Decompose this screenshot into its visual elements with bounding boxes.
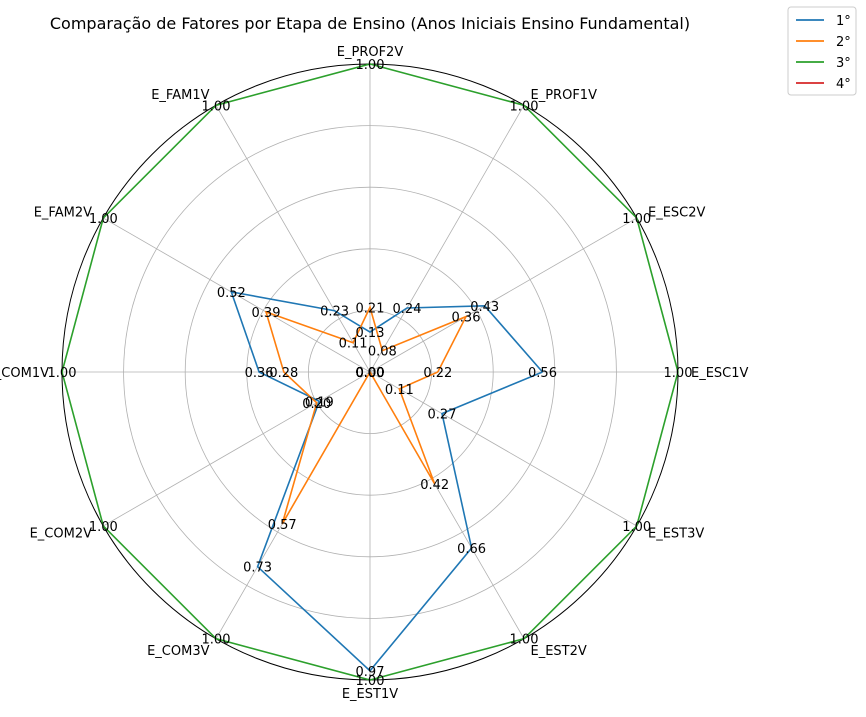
axis-labels: E_ESC1V E_ESC2V E_PROF1V E_PROF2V E_FAM1V E_F… [0,45,749,702]
data-label: 0.42 [420,478,449,493]
axis-label: E_EST1V [342,687,398,702]
legend-label: 2° [836,35,851,50]
data-label: 0.66 [457,542,486,557]
data-label: 1.00 [202,99,231,114]
legend-label: 4° [836,77,851,92]
data-label: 0.00 [356,366,385,381]
data-label: 0.00 [356,366,385,381]
series-line-1 [230,290,544,672]
legend-frame [787,6,857,96]
data-label: 0.00 [356,366,385,381]
axis-label: E_COM1V [0,366,49,381]
axis-label: E_EST2V [531,644,587,659]
legend: 1° 2° 3° 4° [787,6,857,96]
data-label: 0.00 [356,366,385,381]
data-label: 0.20 [302,397,331,412]
data-label: 0.23 [320,305,349,320]
grid-spoke [369,371,637,527]
data-label: 1.00 [664,366,693,381]
chart-title: Comparação de Fatores por Etapa de Ensin… [50,14,690,33]
axis-label: E_EST3V [648,527,704,542]
data-label: 0.22 [423,366,452,381]
data-label: 0.00 [356,366,385,381]
grid-spoke [369,105,525,373]
axis-label: E_FAM2V [34,206,92,221]
data-label: 0.00 [356,366,385,381]
data-label: 0.11 [385,383,414,398]
data-label: 1.00 [510,99,539,114]
data-label: 1.00 [89,520,118,535]
grid-spoke [215,105,371,373]
data-label: 1.00 [356,674,385,689]
data-label: 0.13 [356,326,385,341]
data-label: 0.52 [217,286,246,301]
axis-label: E_PROF1V [531,88,598,103]
grid-spoke [103,217,371,373]
data-label: 0.00 [356,366,385,381]
series-line-2 [264,305,468,525]
axis-label: E_FAM1V [151,88,209,103]
data-label: 0.00 [356,366,385,381]
data-label: 0.39 [252,306,281,321]
data-label: 1.00 [510,633,539,648]
axis-label: E_COM3V [147,644,210,659]
data-label: 1.00 [48,366,77,381]
axis-label: E_ESC2V [648,206,706,221]
data-label: 1.00 [202,633,231,648]
data-label: 0.73 [243,561,272,576]
data-label: 1.00 [356,58,385,73]
data-label: 0.28 [269,366,298,381]
legend-label: 3° [836,56,851,71]
data-label: 0.00 [356,366,385,381]
data-label: 0.00 [356,366,385,381]
data-label: 0.24 [393,302,422,317]
axis-label: E_ESC1V [691,366,749,381]
grid-spoke [369,217,637,373]
data-label: 0.08 [368,345,397,360]
legend-label: 1° [836,14,851,29]
data-label: 0.57 [268,518,297,533]
data-label: 0.00 [356,366,385,381]
data-labels: 0.56 0.43 0.24 0.13 0.23 0.52 0.36 0.19 0.73 0.97… [48,58,693,689]
data-label: 0.21 [356,301,385,316]
radar-series [61,63,679,681]
grid-spoke [103,371,371,527]
data-label: 1.00 [622,212,651,227]
axis-label: E_PROF2V [337,45,404,60]
data-label: 1.00 [89,212,118,227]
data-label: 0.36 [245,366,274,381]
data-label: 0.27 [428,408,457,423]
data-label: 0.56 [528,366,557,381]
data-label: 0.00 [356,366,385,381]
series-line-3 [61,63,679,681]
data-label: 0.00 [356,366,385,381]
data-label: 0.43 [470,300,499,315]
data-label: 0.11 [339,337,368,352]
data-label: 0.97 [356,665,385,680]
data-label: 0.36 [452,311,481,326]
data-label: 0.19 [305,395,334,410]
axis-label: E_COM2V [30,527,93,542]
data-label: 1.00 [622,520,651,535]
